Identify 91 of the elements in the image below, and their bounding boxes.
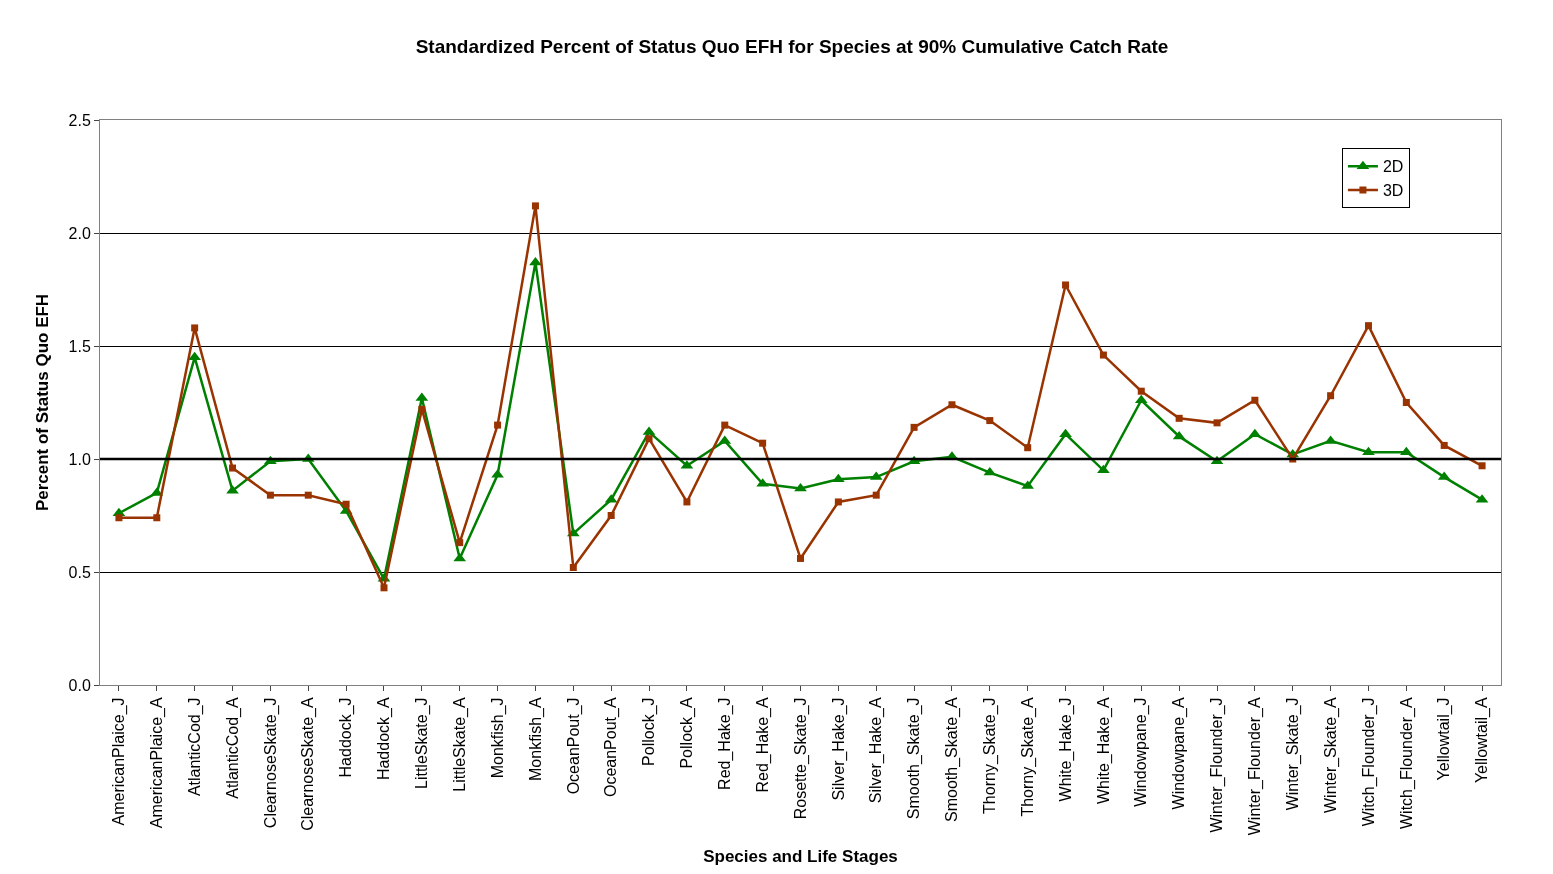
x-tick-label: Monkfish_A bbox=[526, 697, 545, 781]
y-tick-label: 0.0 bbox=[68, 676, 91, 694]
point bbox=[569, 563, 577, 571]
x-tick-label: Smooth_Skate_J bbox=[905, 697, 924, 820]
point bbox=[1440, 441, 1448, 449]
point bbox=[1478, 462, 1486, 470]
chart-title: Standardized Percent of Status Quo EFH for Species at 90% Cumulative Catch Rate bbox=[415, 35, 1169, 57]
point bbox=[794, 482, 807, 492]
point bbox=[645, 435, 653, 443]
x-axis-title: Species and Life Stages bbox=[703, 846, 898, 866]
point bbox=[115, 514, 123, 522]
x-tick-label: Silver_Hake_A bbox=[867, 697, 886, 804]
point bbox=[380, 584, 388, 592]
x-tick-label: AmericanPlaice_A bbox=[148, 697, 166, 829]
point bbox=[1175, 414, 1183, 422]
point bbox=[948, 401, 956, 409]
point bbox=[607, 512, 615, 519]
x-tick-label: Thorny_Skate_J bbox=[981, 697, 1000, 814]
x-tick-label: Haddock_A bbox=[375, 697, 394, 781]
x-tick-label: Red_Hake_J bbox=[715, 697, 734, 790]
x-tick-label: Rosette_Skate_J bbox=[791, 697, 810, 820]
legend-label: 3D bbox=[1382, 182, 1404, 200]
point bbox=[759, 439, 767, 447]
point bbox=[1213, 419, 1221, 427]
point bbox=[683, 498, 691, 506]
point bbox=[531, 202, 539, 210]
x-tick-label: Witch_Flounder_A bbox=[1397, 697, 1416, 830]
x-tick-label: Smooth_Skate_A bbox=[943, 697, 962, 822]
x-tick-label: Pollock_A bbox=[678, 697, 697, 769]
x-tick-label: AmericanPlaice_J bbox=[110, 697, 129, 826]
point bbox=[418, 405, 426, 413]
x-tick-label: ClearnoseSkate_A bbox=[299, 697, 318, 831]
point bbox=[834, 498, 842, 506]
point bbox=[872, 491, 880, 499]
point bbox=[1062, 281, 1070, 289]
y-tick-label: 2.0 bbox=[68, 224, 91, 242]
point bbox=[456, 539, 464, 547]
x-tick-label: Yellowtail_A bbox=[1473, 697, 1492, 784]
point bbox=[153, 514, 161, 522]
point bbox=[266, 491, 274, 499]
point bbox=[1402, 399, 1410, 406]
x-tick-label: Yellowtail_J bbox=[1435, 697, 1454, 781]
point bbox=[1137, 387, 1145, 395]
x-tick-label: ClearnoseSkate_J bbox=[261, 697, 280, 829]
point bbox=[1099, 351, 1107, 359]
x-tick-label: LittleSkate_A bbox=[450, 697, 469, 792]
point bbox=[832, 473, 845, 483]
y-tick-label: 1.0 bbox=[68, 450, 91, 468]
x-tick-label: Winter_Skate_A bbox=[1321, 697, 1340, 814]
point bbox=[453, 552, 467, 562]
x-tick-label: Thorny_Skate_A bbox=[1018, 697, 1037, 817]
point bbox=[721, 421, 729, 429]
point bbox=[529, 256, 542, 266]
x-tick-label: Haddock_J bbox=[337, 697, 356, 778]
point bbox=[494, 421, 502, 429]
x-tick-label: Pollock_J bbox=[640, 697, 659, 766]
x-tick-label: Monkfish_J bbox=[488, 697, 507, 779]
y-tick-label: 0.5 bbox=[68, 563, 91, 581]
x-tick-label: LittleSkate_J bbox=[413, 697, 432, 790]
x-tick-label: Winter_Flounder_J bbox=[1208, 697, 1227, 833]
point bbox=[188, 351, 202, 361]
point bbox=[986, 417, 994, 425]
point bbox=[342, 500, 350, 508]
y-axis-title: Percent of Status Quo EFH bbox=[33, 293, 53, 512]
legend-label: 2D bbox=[1382, 158, 1404, 176]
point bbox=[191, 324, 199, 332]
x-tick-label: Silver_Hake_J bbox=[829, 697, 848, 801]
point bbox=[1251, 396, 1259, 404]
x-tick-label: OceanPout_A bbox=[602, 697, 621, 798]
point bbox=[229, 464, 237, 472]
point bbox=[1097, 464, 1110, 474]
x-tick-label: OceanPout_J bbox=[564, 697, 583, 795]
x-tick-label: AtlanticCod_A bbox=[223, 697, 242, 799]
point bbox=[1024, 444, 1032, 452]
point bbox=[304, 491, 312, 499]
point bbox=[1327, 392, 1335, 400]
point bbox=[797, 554, 804, 562]
x-tick-label: White_Hake_A bbox=[1094, 697, 1113, 805]
x-tick-label: Red_Hake_A bbox=[753, 697, 772, 793]
x-tick-label: Windowpane_J bbox=[1132, 697, 1151, 807]
point bbox=[1172, 430, 1186, 440]
y-tick-label: 1.5 bbox=[68, 337, 91, 355]
y-tick-label: 2.5 bbox=[68, 111, 91, 129]
point bbox=[1364, 322, 1372, 330]
x-tick-label: Windowpane_A bbox=[1170, 697, 1189, 810]
x-tick-label: White_Hake_J bbox=[1056, 697, 1075, 802]
point bbox=[910, 423, 918, 431]
x-tick-label: AtlanticCod_J bbox=[185, 697, 204, 797]
x-tick-label: Winter_Skate_J bbox=[1283, 697, 1302, 811]
x-tick-label: Winter_Flounder_A bbox=[1246, 697, 1265, 836]
x-tick-label: Witch_Flounder_J bbox=[1359, 697, 1378, 827]
